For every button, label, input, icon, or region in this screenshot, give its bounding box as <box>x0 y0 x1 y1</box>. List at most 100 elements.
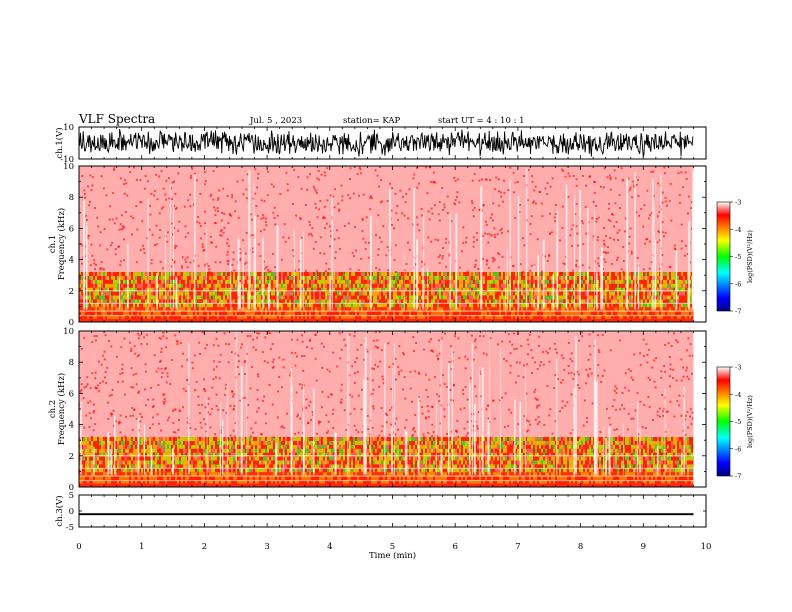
spectrogram-cell <box>439 275 441 280</box>
spectrogram-cell <box>217 311 219 315</box>
spectrogram-cell <box>121 283 123 288</box>
spectrogram-cell <box>629 279 631 284</box>
spectrogram-speckle <box>132 166 135 169</box>
spectrogram-cell <box>459 279 461 284</box>
spectrogram-cell <box>663 307 665 312</box>
spectrogram-speckle <box>650 212 653 215</box>
spectrogram-cell <box>657 272 659 276</box>
spectrogram-cell <box>259 287 261 292</box>
spectrogram-speckle <box>448 253 451 256</box>
spectrogram-cell <box>553 307 555 312</box>
spectrogram-speckle <box>403 269 406 272</box>
spectrogram-speckle <box>219 261 222 264</box>
spectrogram-cell <box>643 272 645 276</box>
spectrogram-speckle <box>446 212 449 215</box>
spectrogram-cell <box>605 279 607 284</box>
spectrogram-cell <box>185 272 187 276</box>
spectrogram-cell <box>367 295 369 300</box>
spectrogram-cell <box>211 314 213 319</box>
spectrogram-speckle <box>418 182 421 185</box>
spectrogram-speckle <box>568 175 571 178</box>
spectrogram-cell <box>279 291 281 296</box>
spectrogram-cell <box>401 279 403 284</box>
spectrogram-cell <box>499 279 501 284</box>
spectrogram-cell <box>371 279 373 284</box>
spectrogram-cell <box>621 275 623 280</box>
spectrogram-cell <box>641 311 643 315</box>
spectrogram-cell <box>647 283 649 288</box>
spectrogram-cell <box>295 287 297 292</box>
spectrogram-cell <box>387 311 389 315</box>
spectrogram-cell <box>497 295 499 300</box>
spectrogram-cell <box>525 272 527 276</box>
spectrogram-cell <box>677 275 679 280</box>
spectrogram-cell <box>209 272 211 276</box>
spectrogram-cell <box>685 275 687 280</box>
spectrogram-cell <box>157 275 159 280</box>
spectrogram-cell <box>83 464 85 469</box>
spectrogram-cell <box>351 314 353 319</box>
spectrogram-cell <box>275 295 277 300</box>
spectrogram-cell <box>311 291 313 296</box>
spectrogram-speckle <box>485 259 488 262</box>
spectrogram-cell <box>603 279 605 284</box>
spectrogram-cell <box>289 311 291 315</box>
spectrogram-cell <box>681 283 683 288</box>
spectrogram-cell <box>225 272 227 276</box>
spectrogram-cell <box>429 295 431 300</box>
spectrogram-cell <box>379 283 381 288</box>
spectrogram-cell <box>391 287 393 292</box>
spectrogram-cell <box>527 275 529 280</box>
spectrogram-cell <box>483 314 485 319</box>
spectrogram-speckle <box>549 185 552 188</box>
spectrogram-speckle <box>193 260 196 263</box>
spectrogram-cell <box>301 272 303 276</box>
spectrogram-speckle <box>531 180 534 183</box>
spectrogram-cell <box>271 314 273 319</box>
spectrogram-speckle <box>486 233 489 236</box>
spectrogram-cell <box>149 299 151 304</box>
spectrogram-cell <box>415 311 417 315</box>
spectrogram-cell <box>669 314 671 319</box>
spectrogram-cell <box>271 303 273 308</box>
spectrogram-cell <box>111 279 113 284</box>
spectrogram-cell <box>493 295 495 300</box>
spectrogram-cell <box>99 299 101 304</box>
spectrogram-cell <box>489 311 491 315</box>
spectrogram-speckle <box>239 257 242 260</box>
spectrogram-cell <box>339 299 341 304</box>
spectrogram-cell <box>283 311 285 315</box>
spectrogram-cell <box>395 283 397 288</box>
spectrogram-cell <box>353 275 355 280</box>
spectrogram-cell <box>399 287 401 292</box>
spectrogram-speckle <box>554 220 557 223</box>
spectrogram-cell <box>631 279 633 284</box>
spectrogram-cell <box>625 303 627 308</box>
spectrogram-cell <box>453 287 455 292</box>
spectrogram-cell <box>179 291 181 296</box>
spectrogram-cell <box>327 279 329 284</box>
spectrogram-cell <box>545 291 547 296</box>
spectrogram-speckle <box>378 236 381 239</box>
spectrogram-cell <box>649 303 651 308</box>
spectrogram-cell <box>491 291 493 296</box>
spectrogram-cell <box>427 314 429 319</box>
spectrogram-speckle <box>551 177 554 180</box>
spectrogram-cell <box>443 291 445 296</box>
spectrogram-cell <box>209 287 211 292</box>
spectrogram-cell <box>555 283 557 288</box>
spectrogram-cell <box>345 295 347 300</box>
spectrogram-cell <box>79 456 81 461</box>
spectrogram-cell <box>633 299 635 304</box>
spectrogram-cell <box>89 452 91 457</box>
spectrogram-speckle <box>512 171 515 174</box>
spectrogram-cell <box>361 307 363 312</box>
spectrogram-cell <box>567 299 569 304</box>
spectrogram-cell <box>401 287 403 292</box>
spectrogram-speckle <box>620 167 623 170</box>
spectrogram-cell <box>87 472 89 477</box>
spectrogram-cell <box>671 303 673 308</box>
spectrogram-cell <box>407 299 409 304</box>
spectrogram-cell <box>379 307 381 312</box>
spectrogram-cell <box>691 295 693 300</box>
